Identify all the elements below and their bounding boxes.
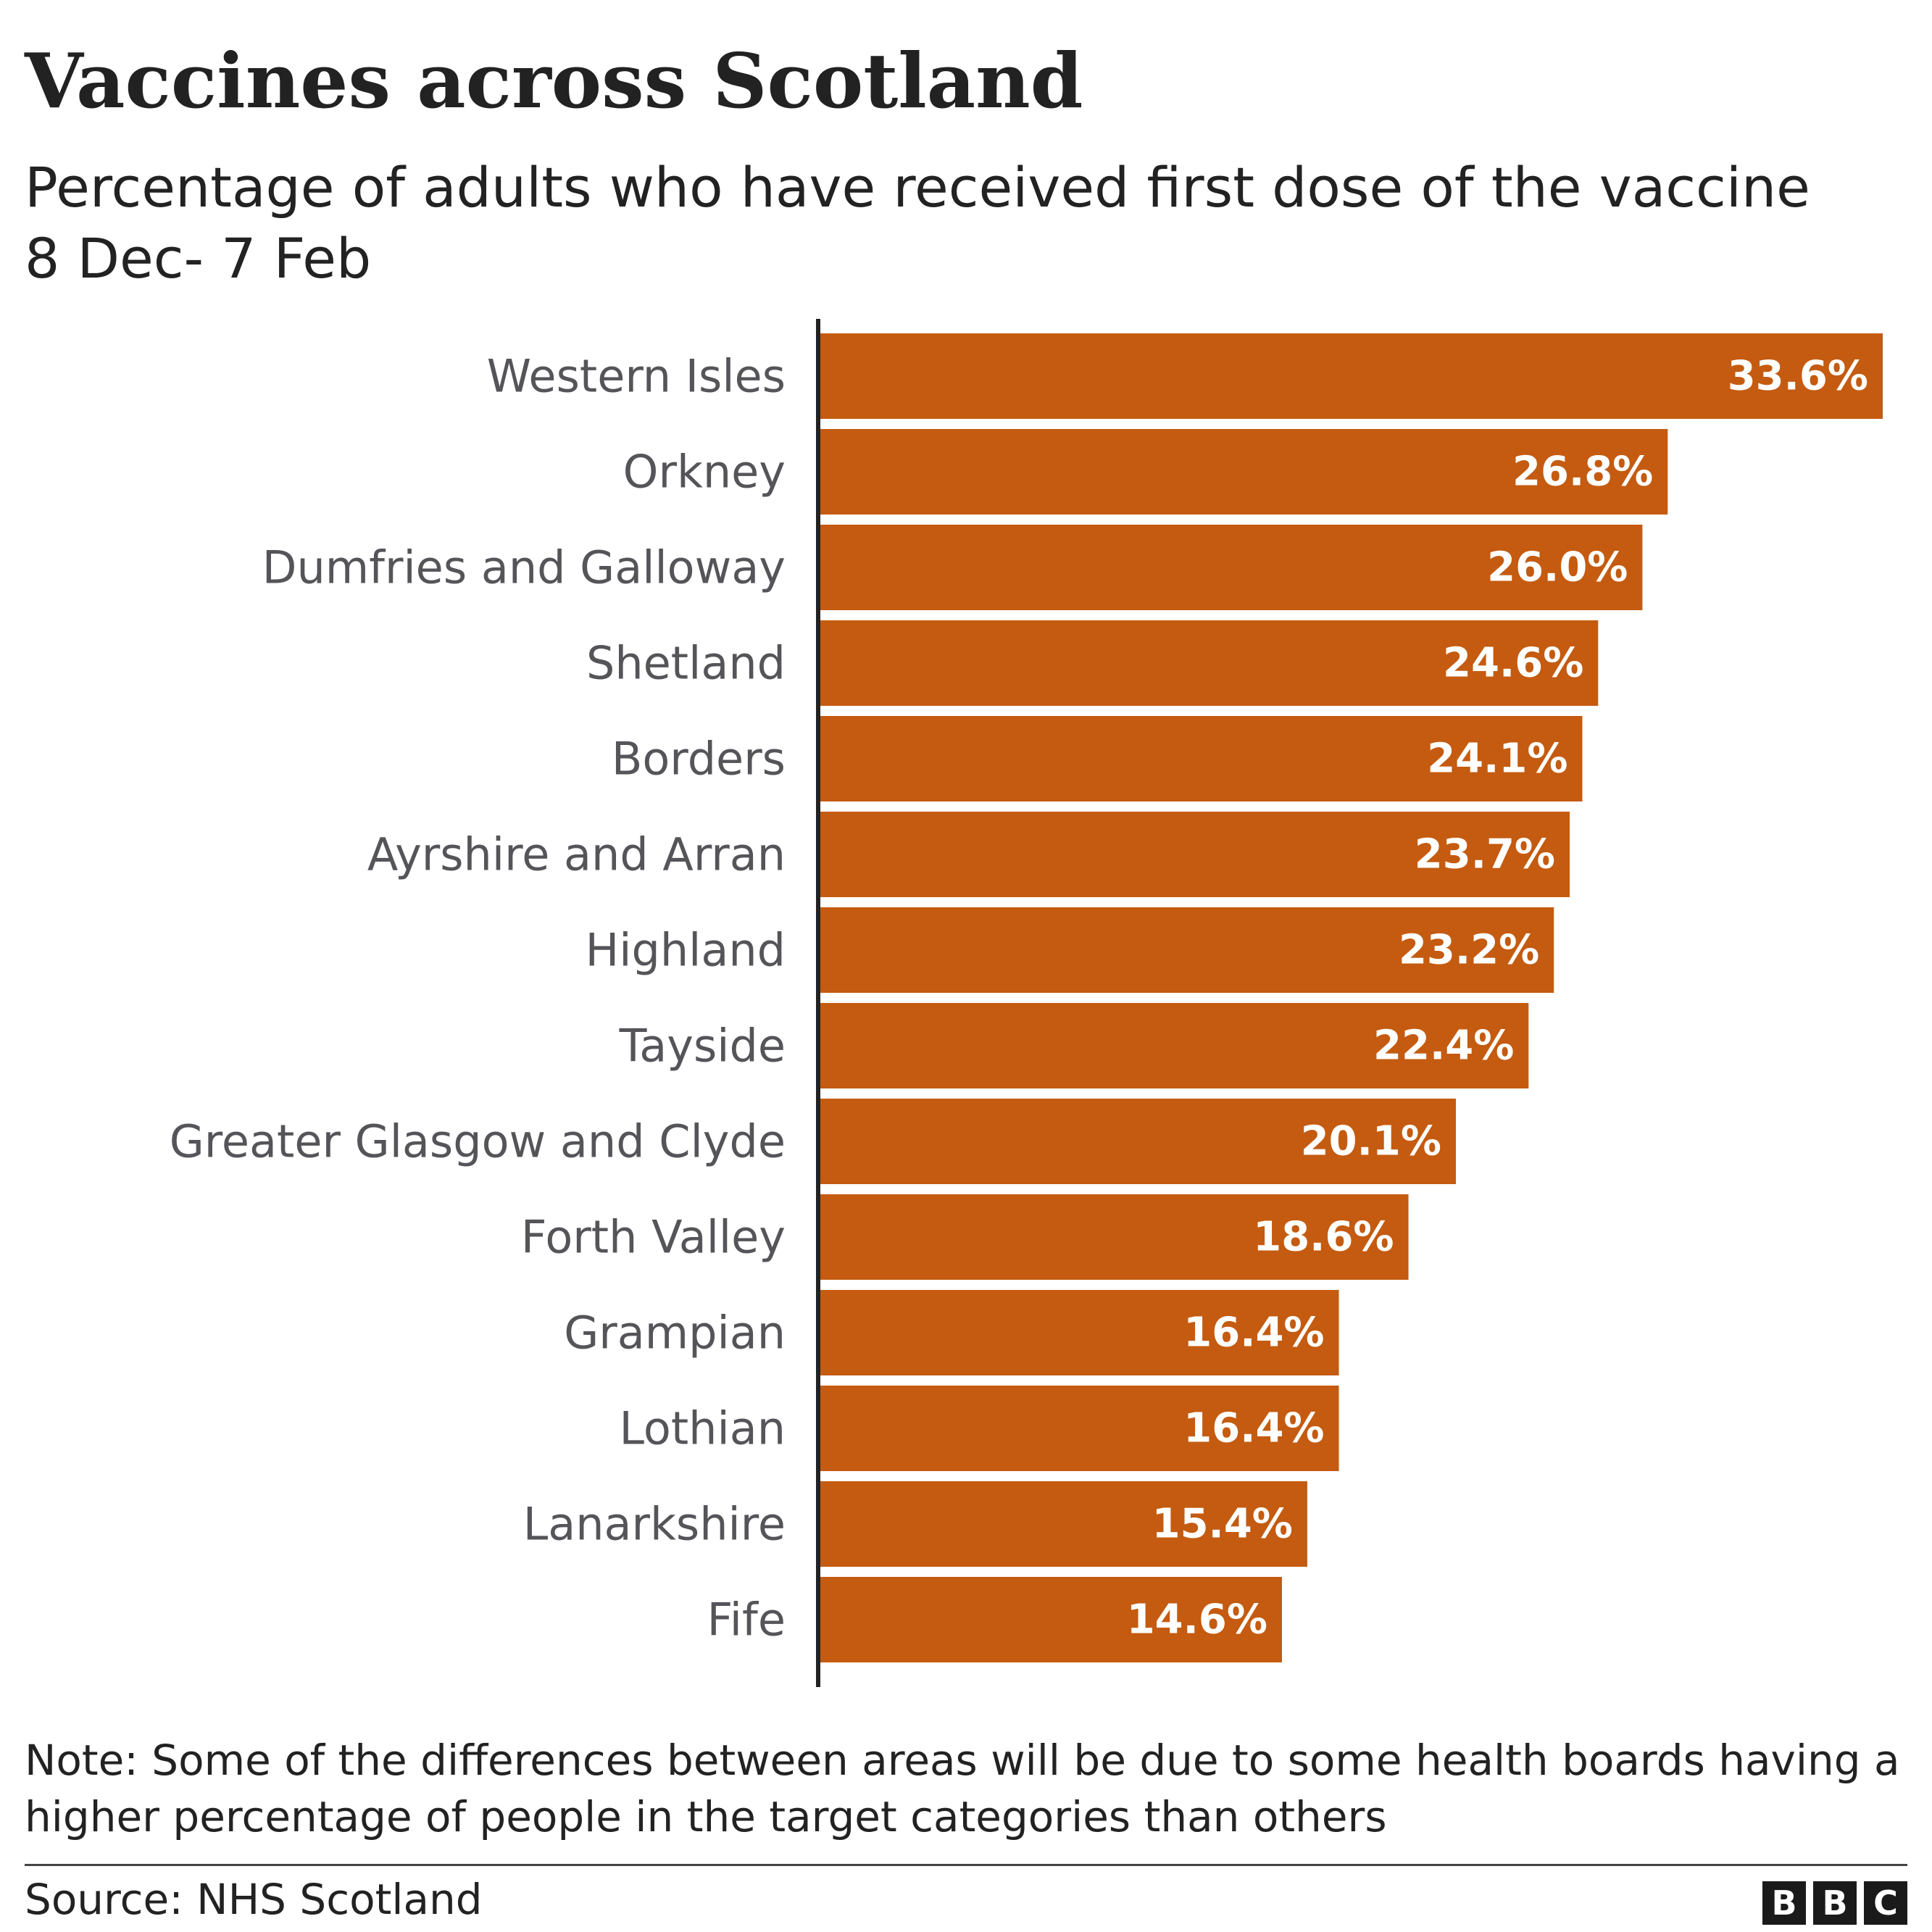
- logo-letter: B: [1762, 1881, 1806, 1925]
- category-label: Borders: [612, 733, 786, 786]
- bar: [820, 1099, 1456, 1184]
- chart-subtitle: Percentage of adults who have received f…: [25, 155, 1810, 291]
- bar: [820, 1194, 1409, 1280]
- category-label: Shetland: [586, 637, 786, 690]
- category-label: Western Isles: [487, 350, 786, 403]
- source-text: Source: NHS Scotland: [25, 1875, 483, 1924]
- value-label: 22.4%: [1373, 1023, 1514, 1070]
- chart-note: Note: Some of the differences between ar…: [25, 1736, 1900, 1841]
- value-label: 16.4%: [1183, 1405, 1324, 1452]
- bar-chart: Western Isles 33.6% Orkney 26.8% Dumfries an…: [170, 319, 1883, 1687]
- logo-letter: B: [1813, 1881, 1857, 1925]
- category-label: Forth Valley: [521, 1211, 786, 1264]
- category-label: Dumfries and Galloway: [262, 541, 786, 594]
- value-label: 33.6%: [1728, 353, 1868, 400]
- bar: [820, 907, 1554, 993]
- chart-title: Vaccines across Scotland: [25, 36, 1083, 125]
- category-label: Grampian: [564, 1307, 786, 1360]
- bbc-logo: B B C: [1762, 1881, 1907, 1925]
- value-label: 20.1%: [1301, 1118, 1441, 1165]
- value-label: 23.7%: [1415, 831, 1555, 878]
- category-label: Tayside: [619, 1020, 786, 1073]
- value-label: 15.4%: [1152, 1501, 1293, 1548]
- category-label: Lanarkshire: [523, 1498, 786, 1551]
- value-label: 24.1%: [1427, 736, 1567, 783]
- logo-letter: C: [1864, 1881, 1907, 1925]
- category-label: Greater Glasgow and Clyde: [170, 1115, 786, 1168]
- bar: [820, 333, 1883, 419]
- bar: [820, 429, 1668, 515]
- bar: [820, 525, 1643, 610]
- category-label: Ayrshire and Arran: [367, 828, 786, 881]
- value-label: 26.8%: [1512, 449, 1653, 496]
- value-label: 23.2%: [1399, 927, 1539, 974]
- value-label: 16.4%: [1183, 1309, 1324, 1357]
- value-label: 24.6%: [1443, 640, 1583, 687]
- bar: [820, 716, 1583, 801]
- bar: [820, 1386, 1339, 1471]
- category-label: Lothian: [619, 1402, 786, 1455]
- bar: [820, 1481, 1307, 1567]
- bar: [820, 620, 1599, 706]
- bar: [820, 812, 1570, 897]
- category-label: Highland: [586, 924, 786, 977]
- value-label: 26.0%: [1487, 544, 1628, 591]
- bar: [820, 1290, 1339, 1375]
- value-label: 18.6%: [1253, 1214, 1394, 1261]
- bar: [820, 1003, 1529, 1088]
- footer-divider: [25, 1864, 1907, 1866]
- value-label: 14.6%: [1127, 1596, 1267, 1644]
- category-label: Orkney: [623, 446, 786, 499]
- category-label: Fife: [707, 1594, 786, 1646]
- bar: [820, 1577, 1283, 1662]
